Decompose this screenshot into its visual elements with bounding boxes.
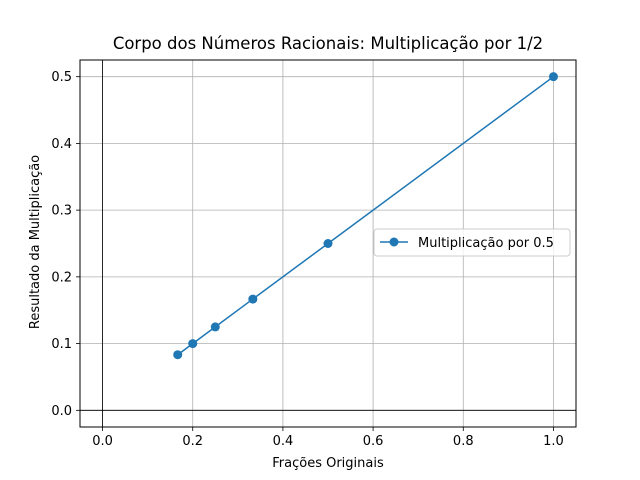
y-tick-label: 0.3: [51, 204, 72, 219]
y-tick-label: 0.1: [51, 337, 72, 352]
x-axis-ticks: 0.0 0.2 0.4 0.6 0.8 1.0: [92, 427, 564, 449]
y-tick-label: 0.2: [51, 270, 72, 285]
x-tick-label: 0.6: [363, 434, 384, 449]
data-point: [323, 239, 333, 248]
x-tick-label: 0.0: [92, 434, 113, 449]
y-axis-label: Resultado da Multiplicação: [28, 155, 43, 329]
legend-label: Multiplicação por 0.5: [418, 236, 554, 251]
y-tick-label: 0.4: [51, 137, 72, 152]
data-point: [188, 339, 198, 349]
x-axis-label: Frações Originais: [272, 456, 384, 471]
y-tick-label: 0.5: [51, 70, 72, 85]
plot-frame: [79, 59, 577, 428]
grid-lines: [80, 60, 576, 427]
x-tick-label: 0.4: [273, 434, 294, 449]
x-tick-label: 0.8: [453, 434, 474, 449]
legend: Multiplicação por 0.5: [373, 228, 571, 257]
data-point: [210, 322, 220, 332]
legend-marker-swatch: [389, 237, 399, 247]
x-tick-label: 0.2: [182, 434, 203, 449]
data-point: [248, 294, 258, 304]
data-point: [173, 350, 183, 360]
x-tick-label: 1.0: [543, 434, 564, 449]
chart-title: Corpo dos Números Racionais: Multiplicaç…: [113, 34, 543, 53]
series-layer: [173, 72, 558, 360]
y-tick-label: 0.0: [51, 404, 72, 419]
legend-box: [373, 228, 571, 257]
y-axis-ticks: 0.0 0.1 0.2 0.3 0.4 0.5: [51, 70, 80, 419]
reference-lines: [80, 60, 576, 427]
data-point: [548, 72, 558, 82]
